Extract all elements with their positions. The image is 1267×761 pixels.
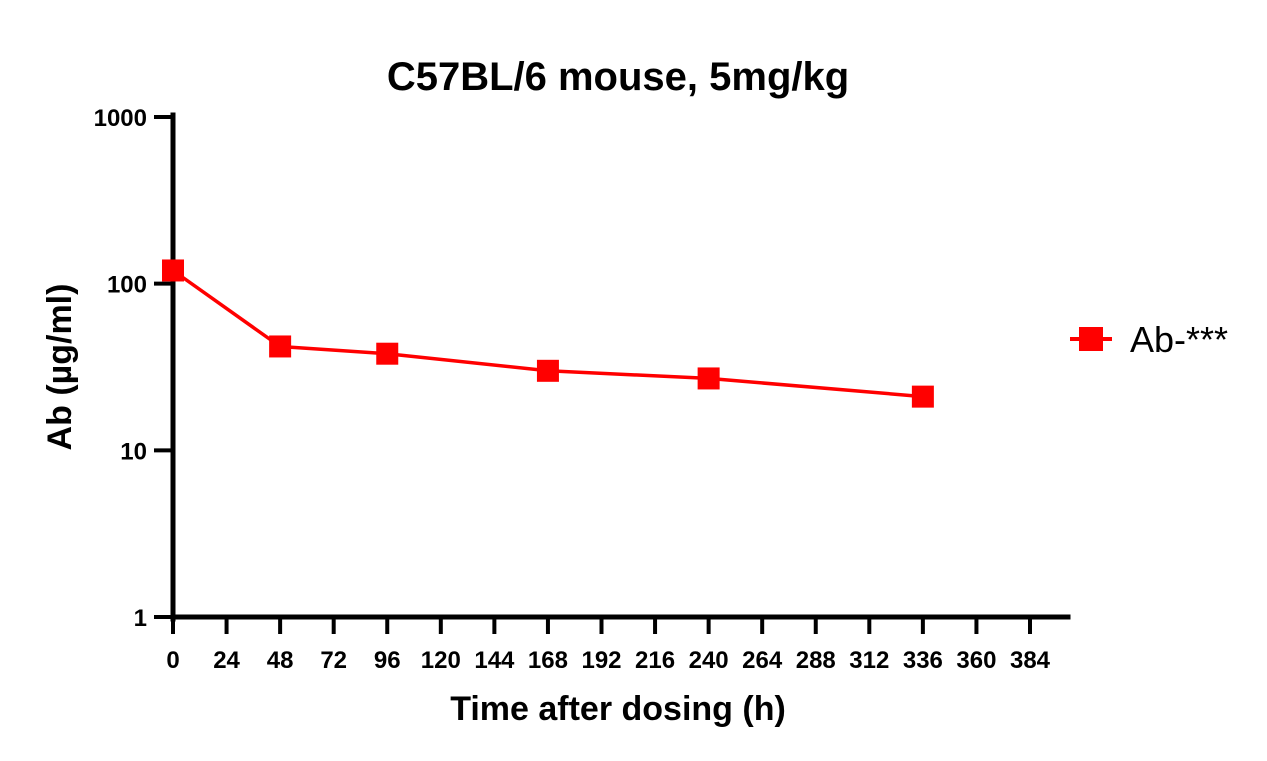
x-tick-label-264: 264 xyxy=(742,647,783,674)
x-tick-label-144: 144 xyxy=(474,647,515,674)
legend-marker xyxy=(1079,327,1103,351)
x-tick-label-288: 288 xyxy=(796,647,836,674)
data-point-0-3 xyxy=(536,359,559,382)
x-tick-label-360: 360 xyxy=(956,647,996,674)
x-tick-label-240: 240 xyxy=(689,647,729,674)
data-point-0-1 xyxy=(269,335,292,358)
y-axis-label: Ab (µg/ml) xyxy=(41,284,79,451)
x-tick-label-216: 216 xyxy=(635,647,675,674)
y-ticks: 1 10 100 1000 xyxy=(94,105,173,632)
y-tick-label-1000: 1000 xyxy=(94,105,147,132)
x-tick-label-336: 336 xyxy=(903,647,943,674)
data-point-0-4 xyxy=(697,367,720,390)
x-tick-label-120: 120 xyxy=(421,647,461,674)
data-point-0-2 xyxy=(376,342,399,365)
x-ticks: 0 24 48 72 96 120 144 168 192 216 240 264 288 312 336 3… xyxy=(166,617,1051,674)
x-axis-label: Time after dosing (h) xyxy=(450,690,786,728)
series-line-0 xyxy=(171,269,924,399)
legend: Ab-*** xyxy=(1070,319,1228,360)
x-tick-label-0: 0 xyxy=(166,647,179,674)
data-point-0-5 xyxy=(911,385,934,408)
x-tick-label-312: 312 xyxy=(849,647,889,674)
x-tick-label-168: 168 xyxy=(528,647,568,674)
x-tick-label-72: 72 xyxy=(320,647,347,674)
x-tick-label-192: 192 xyxy=(581,647,621,674)
axes xyxy=(170,112,1071,622)
y-tick-label-10: 10 xyxy=(120,438,147,465)
legend-label: Ab-*** xyxy=(1130,319,1228,360)
x-tick-label-24: 24 xyxy=(213,647,240,674)
series-layer xyxy=(162,259,934,408)
x-tick-label-384: 384 xyxy=(1010,647,1051,674)
y-tick-label-1: 1 xyxy=(134,605,147,632)
x-tick-label-96: 96 xyxy=(374,647,401,674)
data-point-0-0 xyxy=(162,259,184,282)
x-tick-label-48: 48 xyxy=(267,647,294,674)
chart-title: C57BL/6 mouse, 5mg/kg xyxy=(387,55,849,99)
y-tick-label-100: 100 xyxy=(107,272,147,299)
